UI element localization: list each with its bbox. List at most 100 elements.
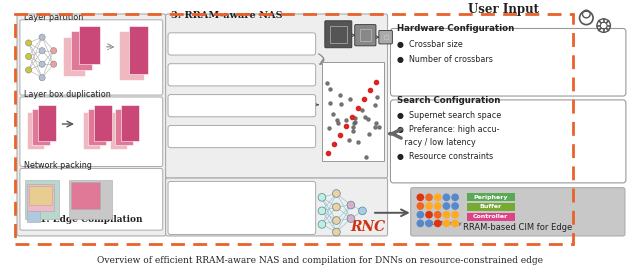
FancyBboxPatch shape (20, 169, 163, 230)
Text: 3. RRAM-aware NAS: 3. RRAM-aware NAS (172, 11, 283, 20)
Bar (33, 109, 50, 145)
Point (344, 138, 355, 142)
Circle shape (434, 202, 442, 210)
Bar (83, 112, 100, 149)
Circle shape (39, 61, 45, 67)
Text: ●  Supernet search space: ● Supernet search space (397, 111, 502, 120)
Text: Genetic algorithm: Genetic algorithm (204, 70, 280, 79)
Text: Modified MNSIM 2.0: Modified MNSIM 2.0 (202, 201, 282, 210)
Point (370, 125, 380, 129)
Circle shape (425, 193, 433, 201)
FancyBboxPatch shape (20, 20, 163, 95)
Circle shape (39, 48, 45, 54)
Point (359, 97, 369, 102)
Text: ●  Preferance: high accu-: ● Preferance: high accu- (397, 125, 500, 134)
FancyBboxPatch shape (390, 100, 626, 183)
Bar (38, 105, 56, 141)
Bar (63, 37, 84, 76)
FancyBboxPatch shape (355, 25, 376, 46)
Bar (69, 180, 111, 219)
FancyBboxPatch shape (168, 181, 316, 235)
FancyBboxPatch shape (166, 178, 388, 236)
Circle shape (26, 40, 32, 46)
Point (345, 96, 355, 101)
Bar (121, 105, 139, 141)
Circle shape (358, 207, 366, 215)
Circle shape (434, 219, 442, 227)
Point (372, 95, 382, 99)
Text: ●  Crossbar size: ● Crossbar size (397, 40, 463, 49)
Bar (467, 213, 515, 221)
Bar (25, 180, 60, 219)
Text: Hardware Configuration: Hardware Configuration (397, 24, 515, 33)
Circle shape (434, 211, 442, 219)
Text: Layer partition: Layer partition (24, 13, 83, 22)
FancyBboxPatch shape (411, 188, 625, 236)
Circle shape (26, 53, 32, 59)
Point (361, 155, 371, 159)
Point (328, 112, 338, 117)
Point (348, 129, 358, 133)
Text: Periphery: Periphery (474, 195, 508, 200)
Circle shape (451, 193, 459, 201)
Circle shape (318, 221, 326, 228)
Circle shape (347, 201, 355, 209)
Circle shape (318, 207, 326, 215)
Bar (115, 109, 133, 145)
Text: RRAM Array: RRAM Array (425, 221, 462, 226)
Circle shape (417, 219, 424, 227)
Bar (71, 182, 100, 209)
Point (335, 133, 345, 137)
Point (350, 116, 360, 120)
Bar (27, 184, 54, 211)
Text: Network packing: Network packing (24, 161, 92, 170)
Text: Layer box duplication: Layer box duplication (24, 90, 111, 99)
FancyBboxPatch shape (379, 30, 392, 44)
Point (322, 81, 332, 85)
FancyBboxPatch shape (168, 33, 316, 55)
Circle shape (51, 61, 57, 67)
Point (324, 100, 335, 105)
Point (365, 88, 375, 93)
Point (323, 151, 333, 155)
Point (324, 87, 335, 91)
Circle shape (442, 211, 451, 219)
FancyBboxPatch shape (20, 97, 163, 167)
Point (374, 124, 384, 129)
Text: Buffer: Buffer (479, 204, 502, 210)
Text: RNC: RNC (351, 220, 386, 234)
Text: RRAM-based CIM for Edge: RRAM-based CIM for Edge (463, 223, 572, 232)
Bar (467, 193, 515, 201)
Text: and SimPy tools: and SimPy tools (209, 211, 274, 220)
Bar (79, 25, 100, 64)
Text: Search Configuration: Search Configuration (397, 96, 500, 105)
Bar (467, 203, 515, 211)
Point (336, 101, 346, 106)
Circle shape (425, 202, 433, 210)
Point (328, 142, 339, 146)
Bar (29, 186, 52, 205)
Bar (360, 30, 371, 41)
Point (363, 117, 373, 121)
Circle shape (451, 219, 459, 227)
Point (347, 115, 357, 119)
Text: Overview of efficient RRAM-aware NAS and compilation for DNNs on resource-constr: Overview of efficient RRAM-aware NAS and… (97, 256, 543, 265)
Point (370, 103, 380, 108)
Circle shape (417, 211, 424, 219)
Point (371, 121, 381, 125)
Text: ●  Resource constraints: ● Resource constraints (397, 152, 493, 161)
Point (360, 115, 370, 119)
FancyBboxPatch shape (17, 14, 166, 236)
Text: Compilation: Compilation (216, 101, 267, 110)
Text: Search space: Search space (214, 39, 270, 48)
Circle shape (442, 219, 451, 227)
Point (364, 132, 374, 137)
Point (353, 140, 364, 144)
Bar (330, 25, 347, 43)
Text: ●  Number of crossbars: ● Number of crossbars (397, 55, 493, 64)
Point (335, 92, 346, 97)
Point (324, 126, 335, 130)
Point (350, 120, 360, 124)
Text: Controller: Controller (473, 214, 508, 219)
Bar (119, 32, 145, 80)
